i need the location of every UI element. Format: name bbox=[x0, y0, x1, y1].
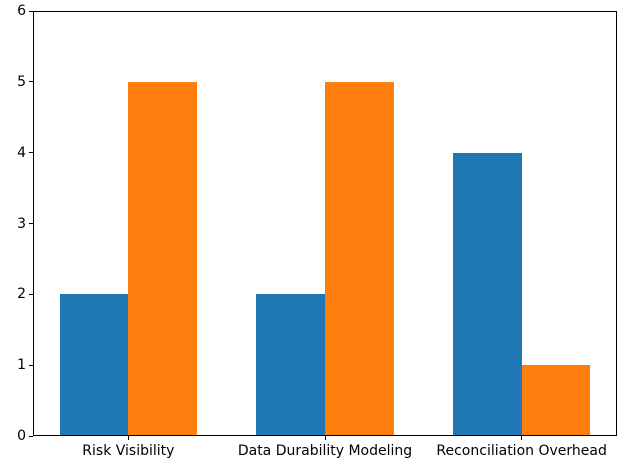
y-tick-mark bbox=[29, 10, 33, 12]
bar-blue-category-2 bbox=[452, 152, 522, 436]
x-tick-mark bbox=[521, 436, 523, 440]
y-tick-mark bbox=[29, 293, 33, 295]
y-tick-label: 0 bbox=[17, 428, 26, 444]
y-tick-label: 1 bbox=[17, 357, 26, 374]
y-tick-label: 5 bbox=[17, 73, 26, 90]
bar-orange-category-0 bbox=[128, 81, 198, 436]
y-tick-label: 3 bbox=[17, 215, 26, 232]
y-tick-mark bbox=[29, 223, 33, 224]
x-tick-mark bbox=[127, 436, 129, 440]
y-tick-label: 4 bbox=[17, 144, 26, 161]
x-tick-label-0: Risk Visibility bbox=[82, 443, 175, 459]
y-tick-mark bbox=[29, 364, 33, 366]
y-tick-mark bbox=[29, 152, 33, 154]
x-tick-label-2: Reconciliation Overhead bbox=[436, 443, 607, 459]
bar-blue-category-1 bbox=[256, 294, 325, 436]
y-tick-label: 2 bbox=[17, 286, 26, 303]
bar-blue-category-0 bbox=[59, 294, 129, 436]
y-tick-label: 6 bbox=[17, 3, 26, 19]
x-tick-label-1: Data Durability Modeling bbox=[237, 443, 413, 459]
bar-orange-category-1 bbox=[325, 81, 394, 436]
y-tick-mark bbox=[29, 435, 33, 437]
y-tick-mark bbox=[29, 81, 33, 83]
x-tick-mark bbox=[324, 436, 326, 440]
bar-orange-category-2 bbox=[521, 365, 591, 436]
